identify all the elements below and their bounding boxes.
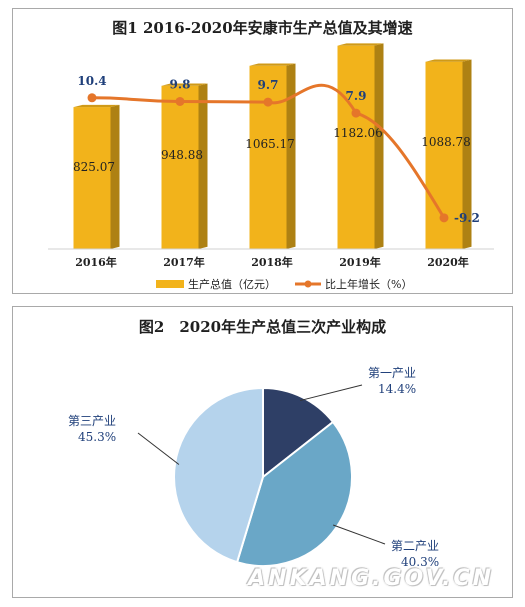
- bar-top: [249, 63, 296, 66]
- bar-value-label: 825.07: [73, 160, 115, 174]
- growth-value-label: 9.8: [170, 77, 191, 91]
- bar-side: [374, 43, 384, 249]
- bar-group: [161, 83, 208, 250]
- bar: [161, 85, 199, 250]
- slice-name-label: 第一产业: [368, 366, 416, 380]
- pie-slice: [235, 420, 353, 567]
- growth-value-label: -9.2: [454, 211, 480, 225]
- growth-point: [175, 96, 185, 106]
- bar-side: [462, 59, 472, 249]
- legend: 生产总值（亿元） 比上年增长（%）: [156, 277, 412, 291]
- pie-chart-title: 图2 2020年生产总值三次产业构成: [138, 318, 387, 336]
- slice-value-label: 14.4%: [378, 382, 416, 396]
- bar-side: [198, 83, 208, 250]
- legend-line-marker: [304, 280, 312, 288]
- site-watermark: ANKANG.GOV.CN: [248, 566, 494, 591]
- growth-point: [351, 108, 361, 118]
- bar-side: [110, 104, 120, 250]
- growth-value-label: 7.9: [346, 89, 367, 103]
- leader-line: [300, 384, 363, 402]
- bar-top: [161, 83, 208, 86]
- slice-value-label: 45.3%: [78, 430, 116, 444]
- growth-point: [87, 93, 97, 103]
- pie-chart: 第一产业 14.4% 第二产业 40.3% 第三产业 45.3%: [68, 366, 439, 569]
- bar: [249, 65, 287, 249]
- combo-chart-panel: 图1 2016-2020年安康市生产总值及其增速 825.07 2016年 948.…: [12, 8, 513, 294]
- x-tick-label: 2019年: [339, 255, 381, 269]
- legend-line-label: 比上年增长（%）: [325, 277, 412, 291]
- combo-chart: 825.07 2016年 948.88 2017年 1065.17 2018年 1182.0…: [48, 43, 494, 291]
- growth-value-label: 9.7: [258, 78, 279, 92]
- bar-group: [337, 43, 384, 249]
- chart-title: 图1 2016-2020年安康市生产总值及其增速: [112, 19, 413, 37]
- x-tick-label: 2020年: [427, 255, 469, 269]
- growth-point: [263, 97, 273, 107]
- bar-group: [73, 104, 120, 250]
- growth-value-label: 10.4: [77, 74, 106, 88]
- leader-line: [332, 524, 386, 545]
- slice-name-label: 第三产业: [68, 414, 116, 428]
- x-tick-label: 2016年: [75, 255, 117, 269]
- bar-value-label: 948.88: [161, 148, 203, 162]
- bar-value-label: 1182.06: [333, 126, 383, 140]
- leader-line: [137, 432, 180, 465]
- bar: [73, 107, 111, 250]
- bar-value-label: 1088.78: [421, 135, 471, 149]
- x-tick-label: 2017年: [163, 255, 205, 269]
- bar-top: [73, 104, 120, 108]
- pie-slice: [173, 386, 264, 564]
- slice-value-label: 40.3%: [401, 555, 439, 569]
- bar: [337, 45, 375, 249]
- growth-line: [91, 83, 446, 219]
- slice-name-label: 第二产业: [391, 539, 439, 553]
- legend-bar-label: 生产总值（亿元）: [188, 277, 276, 291]
- bar-top: [337, 43, 384, 46]
- bar-value-label: 1065.17: [245, 137, 295, 151]
- bar-side: [286, 63, 296, 250]
- x-tick-label: 2018年: [251, 255, 293, 269]
- growth-point: [439, 213, 449, 223]
- pie-slice: [262, 386, 335, 480]
- bar-top: [425, 59, 472, 62]
- bar-group: [249, 63, 296, 250]
- legend-bar-swatch: [156, 280, 184, 288]
- pie-chart-panel: 图2 2020年生产总值三次产业构成 第一产业 14.4% 第二产业 40.3% 第三产…: [12, 306, 513, 598]
